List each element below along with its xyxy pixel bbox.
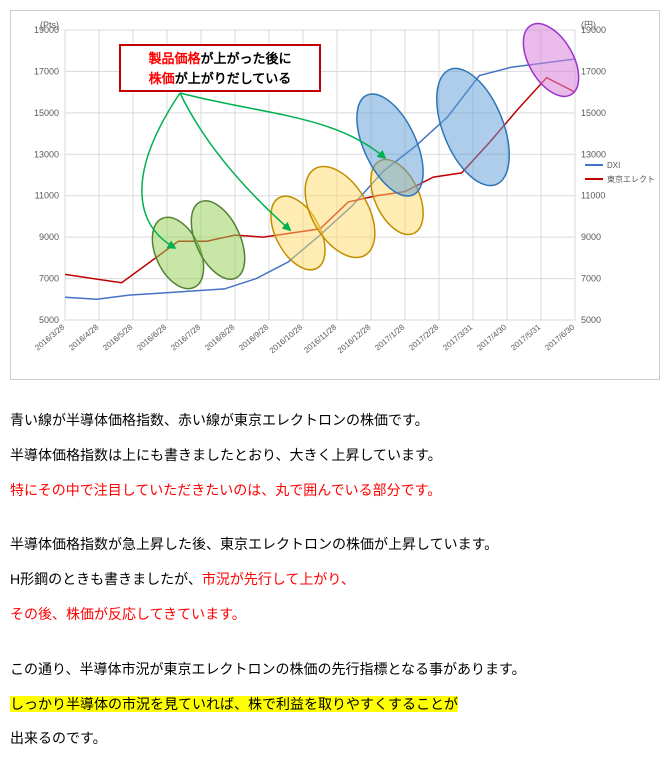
svg-text:DXI: DXI — [607, 161, 620, 170]
svg-text:7000: 7000 — [581, 274, 601, 284]
dual-axis-line-chart: 5000 5000 7000 7000 9000 9000 11000 11000 13000 1… — [15, 15, 655, 375]
svg-text:11000: 11000 — [581, 191, 605, 201]
para-5a: H形鋼のときも書きましたが、 — [10, 571, 202, 587]
svg-text:(円): (円) — [581, 20, 596, 30]
svg-text:9000: 9000 — [39, 232, 59, 242]
svg-text:東京エレクトロン: 東京エレクトロン — [607, 174, 655, 184]
svg-text:製品価格が上がった後に: 製品価格が上がった後に — [147, 51, 291, 66]
svg-text:17000: 17000 — [34, 66, 59, 76]
para-2: 半導体価格指数は上にも書きましたとおり、大きく上昇しています。 — [10, 440, 660, 471]
svg-text:15000: 15000 — [581, 108, 606, 118]
svg-text:(Pts): (Pts) — [40, 20, 59, 30]
svg-text:13000: 13000 — [34, 149, 59, 159]
para-8-hl: しっかり半導体の市況を見ていれば、株で利益を取りやすくすることが — [10, 696, 458, 712]
article-body: 青い線が半導体価格指数、赤い線が東京エレクトロンの株価です。 半導体価格指数は上… — [10, 405, 660, 754]
svg-text:5000: 5000 — [39, 315, 59, 325]
para-4: 半導体価格指数が急上昇した後、東京エレクトロンの株価が上昇しています。 — [10, 529, 660, 560]
para-3: 特にその中で注目していただきたいのは、丸で囲んでいる部分です。 — [10, 475, 660, 506]
para-6: その後、株価が反応してきています。 — [10, 599, 660, 630]
para-7: この通り、半導体市況が東京エレクトロンの株価の先行指標となる事があります。 — [10, 654, 660, 685]
para-1: 青い線が半導体価格指数、赤い線が東京エレクトロンの株価です。 — [10, 405, 660, 436]
svg-text:13000: 13000 — [581, 149, 606, 159]
svg-text:17000: 17000 — [581, 66, 606, 76]
svg-text:9000: 9000 — [581, 232, 601, 242]
svg-text:7000: 7000 — [39, 274, 59, 284]
svg-text:15000: 15000 — [34, 108, 59, 118]
svg-text:11000: 11000 — [35, 191, 59, 201]
svg-text:5000: 5000 — [581, 315, 601, 325]
svg-text:株価が上がりだしている: 株価が上がりだしている — [149, 71, 292, 86]
para-5: H形鋼のときも書きましたが、市況が先行して上がり、 — [10, 564, 660, 595]
para-5b: 市況が先行して上がり、 — [202, 571, 355, 587]
chart-container: 5000 5000 7000 7000 9000 9000 11000 11000 13000 1… — [10, 10, 660, 380]
para-8: しっかり半導体の市況を見ていれば、株で利益を取りやすくすることが — [10, 689, 660, 720]
